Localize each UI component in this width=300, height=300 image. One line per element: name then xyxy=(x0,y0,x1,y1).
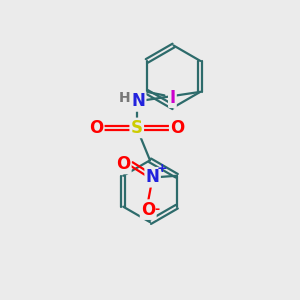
Text: N: N xyxy=(146,168,160,186)
Text: N: N xyxy=(131,92,145,110)
Text: -: - xyxy=(154,203,160,216)
Text: O: O xyxy=(141,201,155,219)
Text: I: I xyxy=(169,89,176,107)
Text: +: + xyxy=(156,162,167,175)
Text: O: O xyxy=(116,155,130,173)
Text: S: S xyxy=(131,119,143,137)
Text: H: H xyxy=(118,92,130,106)
Text: O: O xyxy=(89,119,103,137)
Text: O: O xyxy=(170,119,184,137)
